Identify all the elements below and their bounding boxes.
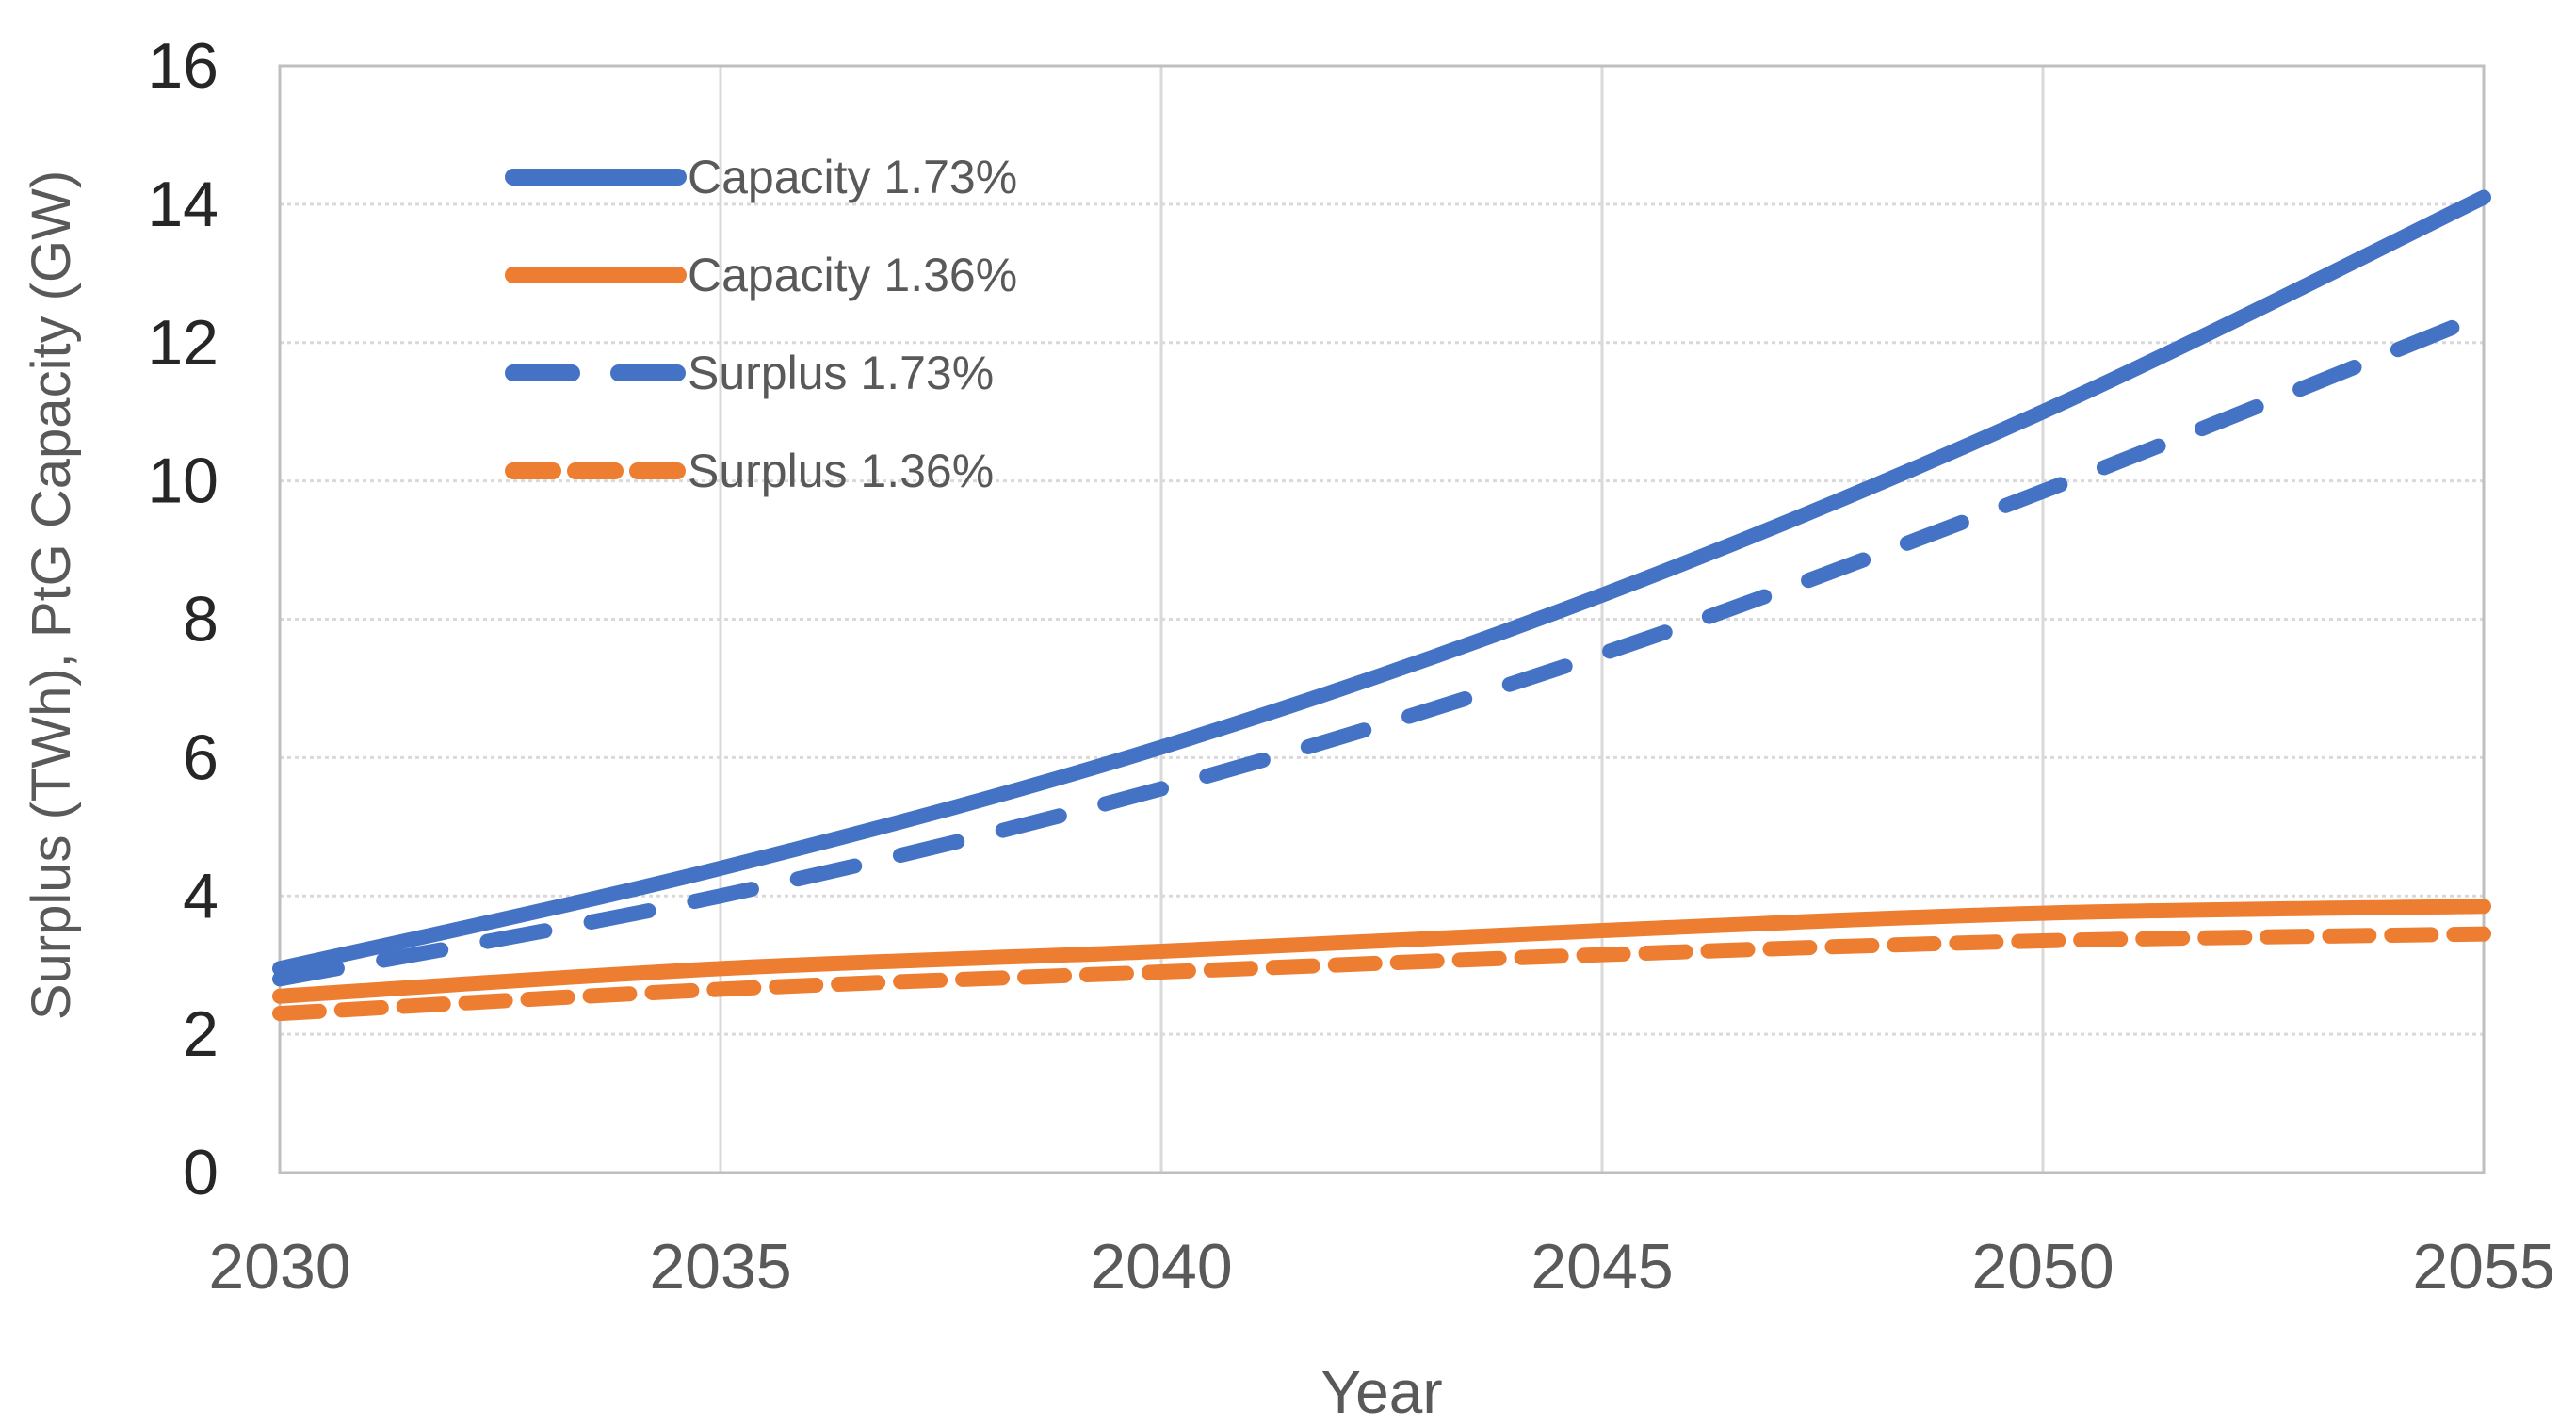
y-tick-label: 10 (147, 445, 219, 517)
y-tick-label: 14 (147, 169, 219, 240)
legend: Capacity 1.73% Capacity 1.36% Surplus 1.73… (505, 151, 1017, 497)
legend-label: Capacity 1.73% (688, 151, 1017, 203)
legend-item-capacity-1-73: Capacity 1.73% (505, 151, 1017, 203)
x-tick-label: 2045 (1531, 1231, 1673, 1303)
x-tick-label: 2030 (208, 1231, 350, 1303)
grid-layer (278, 64, 2486, 1174)
y-tick-label: 6 (183, 721, 219, 793)
axis-tick-labels: 0 2 4 6 8 10 12 14 16 2030 2035 2040 2045 2050 2055 (147, 30, 2554, 1303)
y-tick-label: 4 (183, 860, 219, 931)
y-tick-label: 8 (183, 584, 219, 656)
legend-item-surplus-1-73: Surplus 1.73% (505, 347, 994, 399)
x-tick-label: 2050 (1971, 1231, 2114, 1303)
series-line-capacity-1-73 (272, 189, 2491, 977)
x-axis-title: Year (1320, 1358, 1442, 1425)
series-layer (272, 189, 2491, 1022)
legend-label: Surplus 1.36% (688, 445, 994, 497)
series-line-capacity-1-36 (272, 899, 2491, 1004)
legend-label: Capacity 1.36% (688, 249, 1017, 301)
x-tick-label: 2055 (2412, 1231, 2554, 1303)
legend-label: Surplus 1.73% (688, 347, 994, 399)
y-tick-label: 16 (147, 30, 219, 102)
x-tick-label: 2040 (1090, 1231, 1232, 1303)
x-tick-label: 2035 (649, 1231, 791, 1303)
y-tick-label: 12 (147, 307, 219, 379)
legend-item-surplus-1-36: Surplus 1.36% (505, 445, 994, 497)
y-tick-label: 0 (183, 1137, 219, 1208)
y-axis-title: Surplus (TWh), PtG Capacity (GW) (21, 170, 82, 1020)
legend-item-capacity-1-36: Capacity 1.36% (505, 249, 1017, 301)
y-tick-label: 2 (183, 998, 219, 1070)
series-line-surplus-1-73 (272, 307, 2491, 987)
plot-border (278, 64, 2486, 1174)
series-line-surplus-1-36 (272, 926, 2491, 1022)
